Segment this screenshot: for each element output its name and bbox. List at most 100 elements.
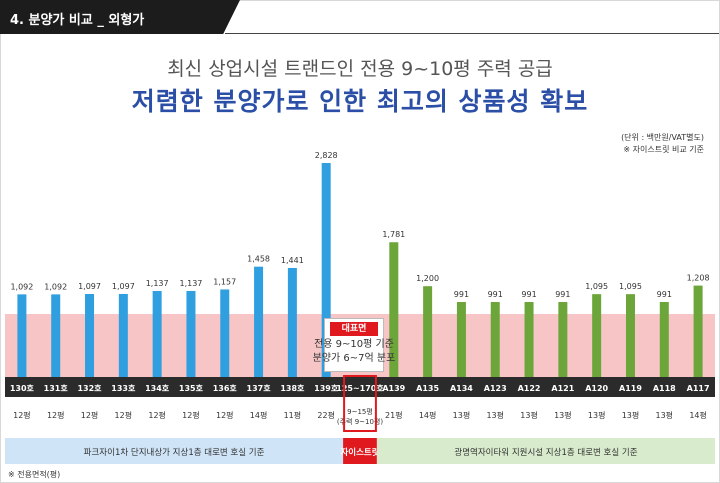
area-label: 12평 [47, 410, 65, 420]
area-label: 13평 [622, 410, 640, 420]
bar-A119 [625, 294, 635, 377]
category-label: A139 [382, 384, 405, 393]
bar-value-label: 1,458 [247, 255, 270, 264]
category-label: A120 [585, 384, 608, 393]
bar-133호 [118, 293, 128, 377]
bar-A117 [693, 285, 703, 377]
highlight-text: 전용 9~10평 기준 분양가 6~7억 분포 [298, 338, 410, 366]
area-label: 21평 [385, 410, 403, 420]
bar-A120 [592, 294, 602, 377]
bar-value-label: 991 [521, 290, 536, 299]
area-label: 14평 [689, 410, 707, 420]
group-label: 광명역자이타워 지원시설 지상1층 대로변 호실 기준 [454, 447, 637, 458]
bar-value-label: 1,097 [112, 282, 135, 291]
bar-value-label: 1,157 [213, 277, 236, 286]
bar-132호 [85, 293, 95, 377]
category-label: A117 [687, 384, 710, 393]
group-band [5, 438, 344, 464]
header-rule [225, 33, 719, 34]
category-label: 132호 [77, 383, 102, 393]
area-label: 12평 [182, 410, 200, 420]
area-label: 12평 [13, 410, 31, 420]
bar-value-label: 1,092 [44, 282, 67, 291]
area-label: 12평 [115, 410, 133, 420]
category-label: 131호 [44, 383, 69, 393]
category-label: 130호 [10, 383, 35, 393]
bar-A121 [558, 302, 568, 377]
bar-A134 [456, 302, 466, 377]
group-label: 자이스트릿 [340, 447, 379, 458]
page-subtitle: 최신 상업시설 트랜드인 전용 9~10평 주력 공급 [167, 58, 553, 80]
group-label: 파크자이1차 단지내상가 지상1층 대로변 호실 기준 [84, 447, 265, 458]
highlight-line-1: 전용 9~10평 기준 [314, 339, 394, 350]
bar-130호 [17, 294, 27, 377]
bar-A139 [389, 242, 399, 377]
area-label: 13평 [588, 410, 606, 420]
bar-A135 [423, 286, 433, 377]
area-label: 13평 [656, 410, 674, 420]
category-label: A118 [653, 384, 676, 393]
bar-135호 [186, 290, 196, 377]
bar-A123 [490, 302, 500, 377]
bar-value-label: 1,137 [146, 279, 169, 288]
area-label: 14평 [250, 410, 268, 420]
center-area-line-2: (주력 9~10평) [337, 417, 384, 426]
bar-value-label: 2,828 [315, 151, 338, 160]
bar-value-label: 1,781 [382, 230, 405, 239]
bar-134호 [152, 290, 162, 377]
group-band [376, 438, 715, 464]
area-label: 14평 [419, 410, 437, 420]
category-label: 125~170호 [336, 383, 384, 393]
area-label: 12평 [81, 410, 99, 420]
bar-value-label: 991 [555, 290, 570, 299]
category-label: 133호 [111, 383, 136, 393]
bar-137호 [254, 266, 264, 377]
category-label: 134호 [145, 383, 170, 393]
category-label: A122 [518, 384, 541, 393]
area-label: 13평 [453, 410, 471, 420]
footnote: ※ 전용면적(평) [8, 470, 61, 479]
bar-139호 [321, 163, 331, 377]
bar-A118 [659, 302, 669, 377]
category-label: 139호 [314, 383, 339, 393]
highlight-line-2: 분양가 6~7억 분포 [312, 353, 396, 364]
category-label: 138호 [280, 383, 305, 393]
bar-value-label: 1,441 [281, 256, 304, 265]
area-label: 13평 [554, 410, 572, 420]
category-label: A119 [619, 384, 642, 393]
category-label: A135 [416, 384, 439, 393]
unit-note-line-2: ※ 자이스트릿 비교 기준 [623, 145, 704, 154]
area-label: 11평 [284, 410, 302, 420]
area-label: 13평 [520, 410, 538, 420]
category-label: A123 [484, 384, 507, 393]
bar-value-label: 991 [488, 290, 503, 299]
area-label: 22평 [317, 410, 335, 420]
unit-note: (단위 : 백만원/VAT별도) ※ 자이스트릿 비교 기준 [621, 132, 704, 156]
category-label: 136호 [213, 383, 238, 393]
unit-note-line-1: (단위 : 백만원/VAT별도) [621, 133, 704, 142]
category-label: 135호 [179, 383, 204, 393]
bar-value-label: 991 [657, 290, 672, 299]
bar-131호 [51, 294, 61, 377]
category-label: A134 [450, 384, 473, 393]
bar-138호 [287, 267, 297, 377]
bar-136호 [220, 289, 230, 377]
section-tab [0, 0, 240, 34]
bar-value-label: 1,092 [10, 282, 33, 291]
highlight-tag: 대표면 [330, 322, 378, 336]
area-label: 12평 [148, 410, 166, 420]
bar-value-label: 1,095 [585, 282, 608, 291]
bar-value-label: 991 [454, 290, 469, 299]
bar-value-label: 1,208 [687, 274, 710, 283]
bar-value-label: 1,097 [78, 282, 101, 291]
category-label: A121 [551, 384, 574, 393]
bar-value-label: 1,095 [619, 282, 642, 291]
bar-value-label: 1,200 [416, 274, 439, 283]
bar-value-label: 1,137 [179, 279, 202, 288]
page-title: 저렴한 분양가로 인한 최고의 상품성 확보 [131, 87, 589, 116]
section-title: 4. 분양가 비교 _ 외형가 [10, 13, 145, 28]
category-label: 137호 [247, 383, 272, 393]
category-label-bar [5, 377, 715, 397]
group-band [343, 438, 377, 464]
